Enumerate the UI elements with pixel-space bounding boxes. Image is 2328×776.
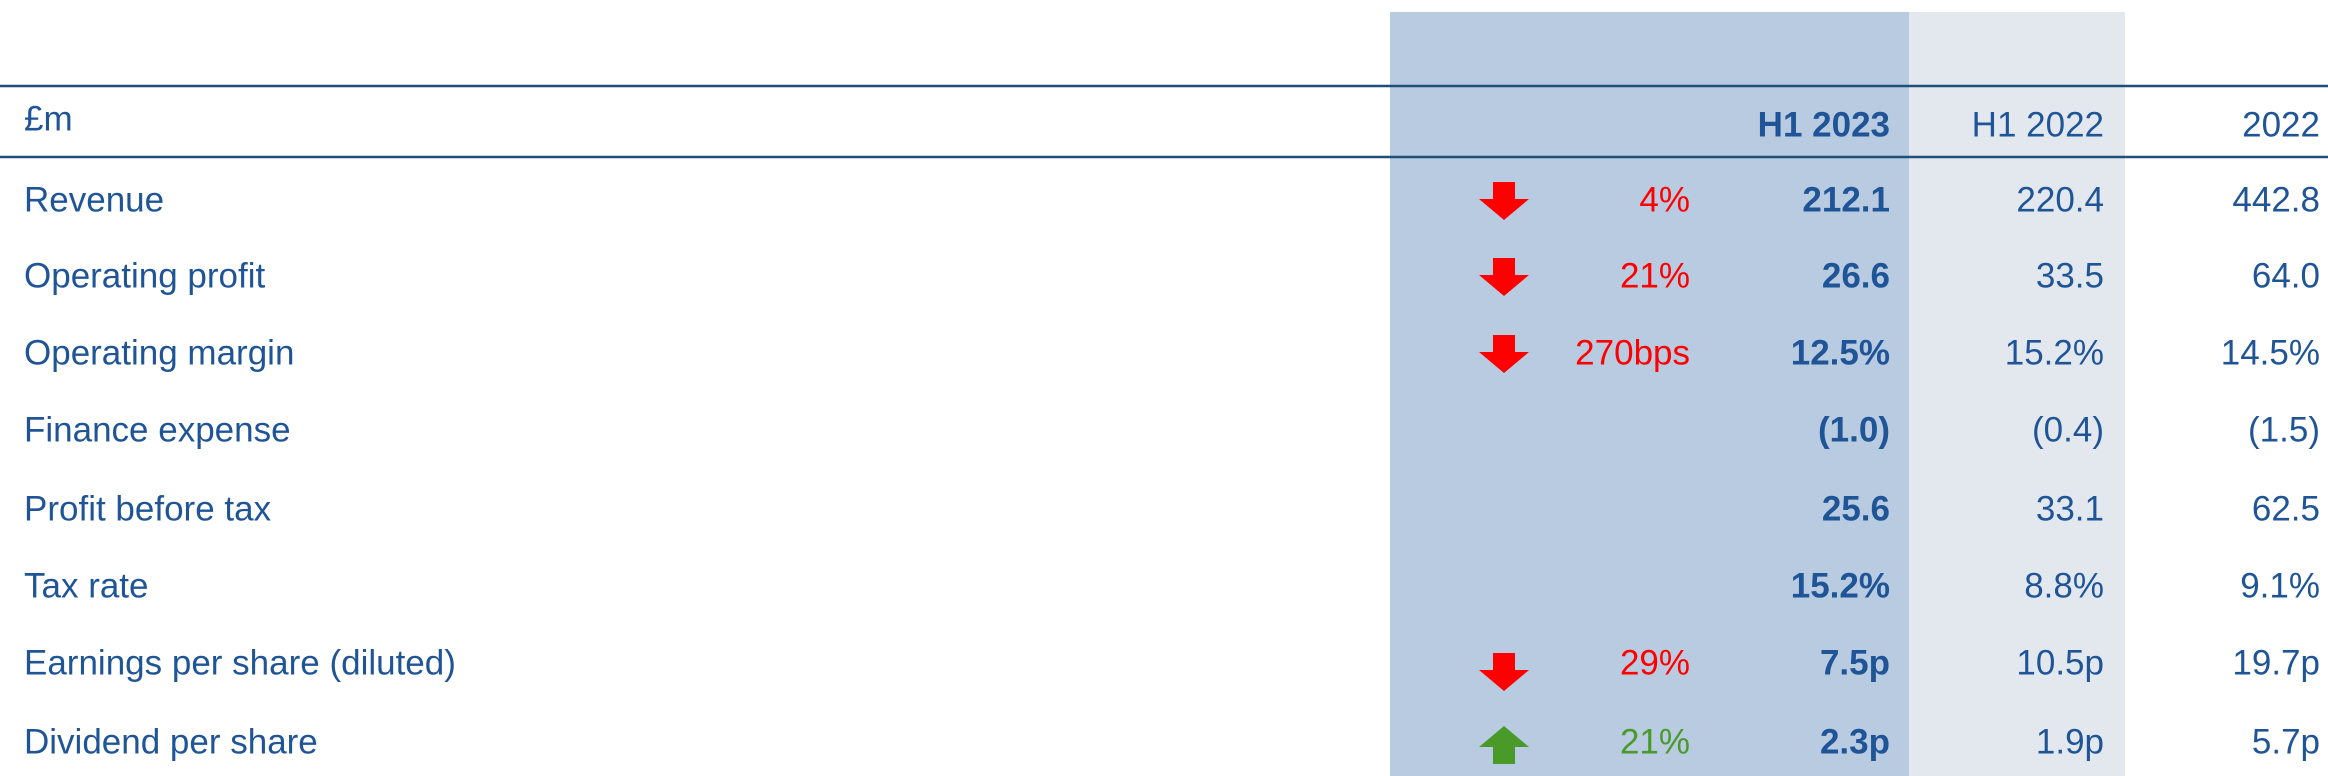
value: 1.9p	[2036, 722, 2104, 761]
change: 270bps	[1575, 333, 1690, 372]
row-label: Profit before tax	[24, 489, 272, 528]
row-label: Revenue	[24, 180, 164, 219]
row-label: Operating margin	[24, 333, 294, 372]
value: (1.0)	[1818, 410, 1890, 449]
value: 26.6	[1822, 256, 1890, 295]
arrow-down	[1479, 182, 1529, 220]
change: 29%	[1620, 643, 1690, 682]
value: 10.5p	[2016, 643, 2104, 682]
value: 33.1	[2036, 489, 2104, 528]
value: 9.1%	[2240, 566, 2320, 605]
arrow-up	[1479, 726, 1529, 764]
value: 12.5%	[1791, 333, 1890, 372]
value: 442.8	[2232, 180, 2320, 219]
value: 2.3p	[1820, 722, 1890, 761]
change: 21%	[1620, 256, 1690, 295]
arrow-down	[1479, 258, 1529, 296]
value: 5.7p	[2252, 722, 2320, 761]
column-header: 2022	[2242, 105, 2320, 144]
value: 33.5	[2036, 256, 2104, 295]
current-column-band	[1390, 12, 1909, 776]
value: 8.8%	[2024, 566, 2104, 605]
value: (0.4)	[2032, 410, 2104, 449]
row-label: Earnings per share (diluted)	[24, 643, 456, 682]
row-label: Tax rate	[24, 566, 149, 605]
value: 62.5	[2252, 489, 2320, 528]
column-header: H1 2023	[1758, 105, 1890, 144]
column-header: H1 2022	[1972, 105, 2104, 144]
arrows	[1479, 182, 1529, 764]
row-label: Dividend per share	[24, 722, 318, 761]
row-label: Operating profit	[24, 256, 266, 295]
row-label: Finance expense	[24, 410, 291, 449]
value: 64.0	[2252, 256, 2320, 295]
value: 25.6	[1822, 489, 1890, 528]
value: 19.7p	[2232, 643, 2320, 682]
value: 14.5%	[2221, 333, 2320, 372]
value: (1.5)	[2248, 410, 2320, 449]
value: 15.2%	[2005, 333, 2104, 372]
unit-label: £m	[24, 99, 73, 138]
value: 15.2%	[1791, 566, 1890, 605]
value: 212.1	[1802, 180, 1890, 219]
arrow-down	[1479, 653, 1529, 691]
arrow-down	[1479, 335, 1529, 373]
prior-column-band	[1909, 12, 2125, 776]
change: 21%	[1620, 722, 1690, 761]
value: 220.4	[2016, 180, 2104, 219]
change: 4%	[1639, 180, 1690, 219]
value: 7.5p	[1820, 643, 1890, 682]
